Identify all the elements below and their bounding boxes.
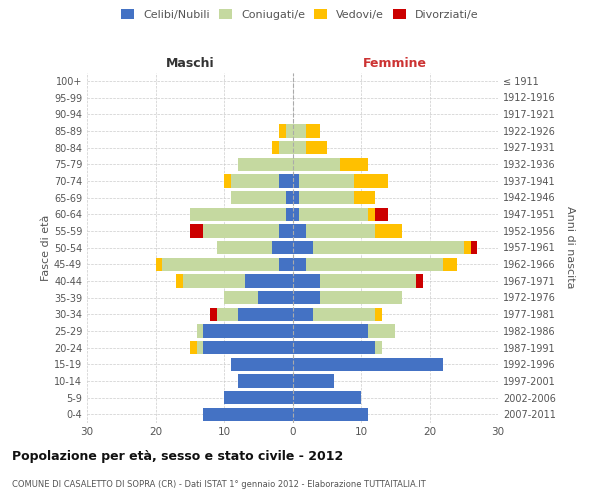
Legend: Celibi/Nubili, Coniugati/e, Vedovi/e, Divorziati/e: Celibi/Nubili, Coniugati/e, Vedovi/e, Di… xyxy=(118,6,482,23)
Bar xyxy=(217,308,238,321)
Bar xyxy=(238,308,293,321)
Bar xyxy=(238,374,293,388)
Bar xyxy=(293,374,334,388)
Bar xyxy=(272,141,279,154)
Bar xyxy=(443,258,457,271)
Bar xyxy=(279,124,286,138)
Bar xyxy=(224,174,231,188)
Bar xyxy=(293,224,306,237)
Bar xyxy=(293,341,375,354)
Bar xyxy=(258,291,293,304)
Bar xyxy=(217,241,272,254)
Bar xyxy=(375,224,402,237)
Bar xyxy=(286,208,293,221)
Bar xyxy=(279,141,293,154)
Bar xyxy=(470,241,478,254)
Bar xyxy=(155,258,163,271)
Bar xyxy=(224,391,293,404)
Bar xyxy=(203,224,279,237)
Bar xyxy=(293,258,306,271)
Bar xyxy=(368,208,375,221)
Bar xyxy=(293,274,320,287)
Bar xyxy=(306,258,443,271)
Bar xyxy=(238,158,293,171)
Bar xyxy=(163,258,279,271)
Bar xyxy=(299,174,354,188)
Bar xyxy=(203,324,293,338)
Bar xyxy=(190,208,286,221)
Bar xyxy=(306,224,375,237)
Bar xyxy=(375,308,382,321)
Bar xyxy=(293,408,368,421)
Bar xyxy=(293,191,299,204)
Bar xyxy=(320,274,416,287)
Bar xyxy=(306,141,327,154)
Bar xyxy=(176,274,183,287)
Bar xyxy=(306,124,320,138)
Bar xyxy=(224,291,258,304)
Bar xyxy=(286,191,293,204)
Bar xyxy=(293,241,313,254)
Bar xyxy=(231,358,293,371)
Bar xyxy=(368,324,395,338)
Bar xyxy=(203,341,293,354)
Bar xyxy=(293,208,299,221)
Bar xyxy=(197,341,203,354)
Bar xyxy=(197,324,203,338)
Bar xyxy=(293,124,306,138)
Text: COMUNE DI CASALETTO DI SOPRA (CR) - Dati ISTAT 1° gennaio 2012 - Elaborazione TU: COMUNE DI CASALETTO DI SOPRA (CR) - Dati… xyxy=(12,480,426,489)
Bar xyxy=(293,358,443,371)
Bar xyxy=(203,408,293,421)
Bar xyxy=(279,224,293,237)
Bar xyxy=(293,324,368,338)
Bar xyxy=(354,174,388,188)
Bar xyxy=(354,191,375,204)
Bar xyxy=(279,174,293,188)
Text: Popolazione per età, sesso e stato civile - 2012: Popolazione per età, sesso e stato civil… xyxy=(12,450,343,463)
Y-axis label: Fasce di età: Fasce di età xyxy=(41,214,51,280)
Text: Femmine: Femmine xyxy=(363,57,427,70)
Bar xyxy=(190,224,203,237)
Bar xyxy=(313,241,464,254)
Bar xyxy=(340,158,368,171)
Bar xyxy=(231,191,286,204)
Bar xyxy=(211,308,217,321)
Bar xyxy=(272,241,293,254)
Bar xyxy=(375,208,388,221)
Bar xyxy=(286,124,293,138)
Bar xyxy=(293,308,313,321)
Bar xyxy=(190,341,197,354)
Bar xyxy=(231,174,279,188)
Bar xyxy=(279,258,293,271)
Bar xyxy=(293,174,299,188)
Bar xyxy=(299,191,354,204)
Bar xyxy=(293,141,306,154)
Bar xyxy=(416,274,422,287)
Bar xyxy=(293,158,340,171)
Text: Maschi: Maschi xyxy=(166,57,214,70)
Y-axis label: Anni di nascita: Anni di nascita xyxy=(565,206,575,288)
Bar xyxy=(320,291,402,304)
Bar xyxy=(464,241,470,254)
Bar xyxy=(293,391,361,404)
Bar xyxy=(299,208,368,221)
Bar xyxy=(245,274,293,287)
Bar xyxy=(293,291,320,304)
Bar xyxy=(313,308,375,321)
Bar xyxy=(375,341,382,354)
Bar xyxy=(183,274,245,287)
